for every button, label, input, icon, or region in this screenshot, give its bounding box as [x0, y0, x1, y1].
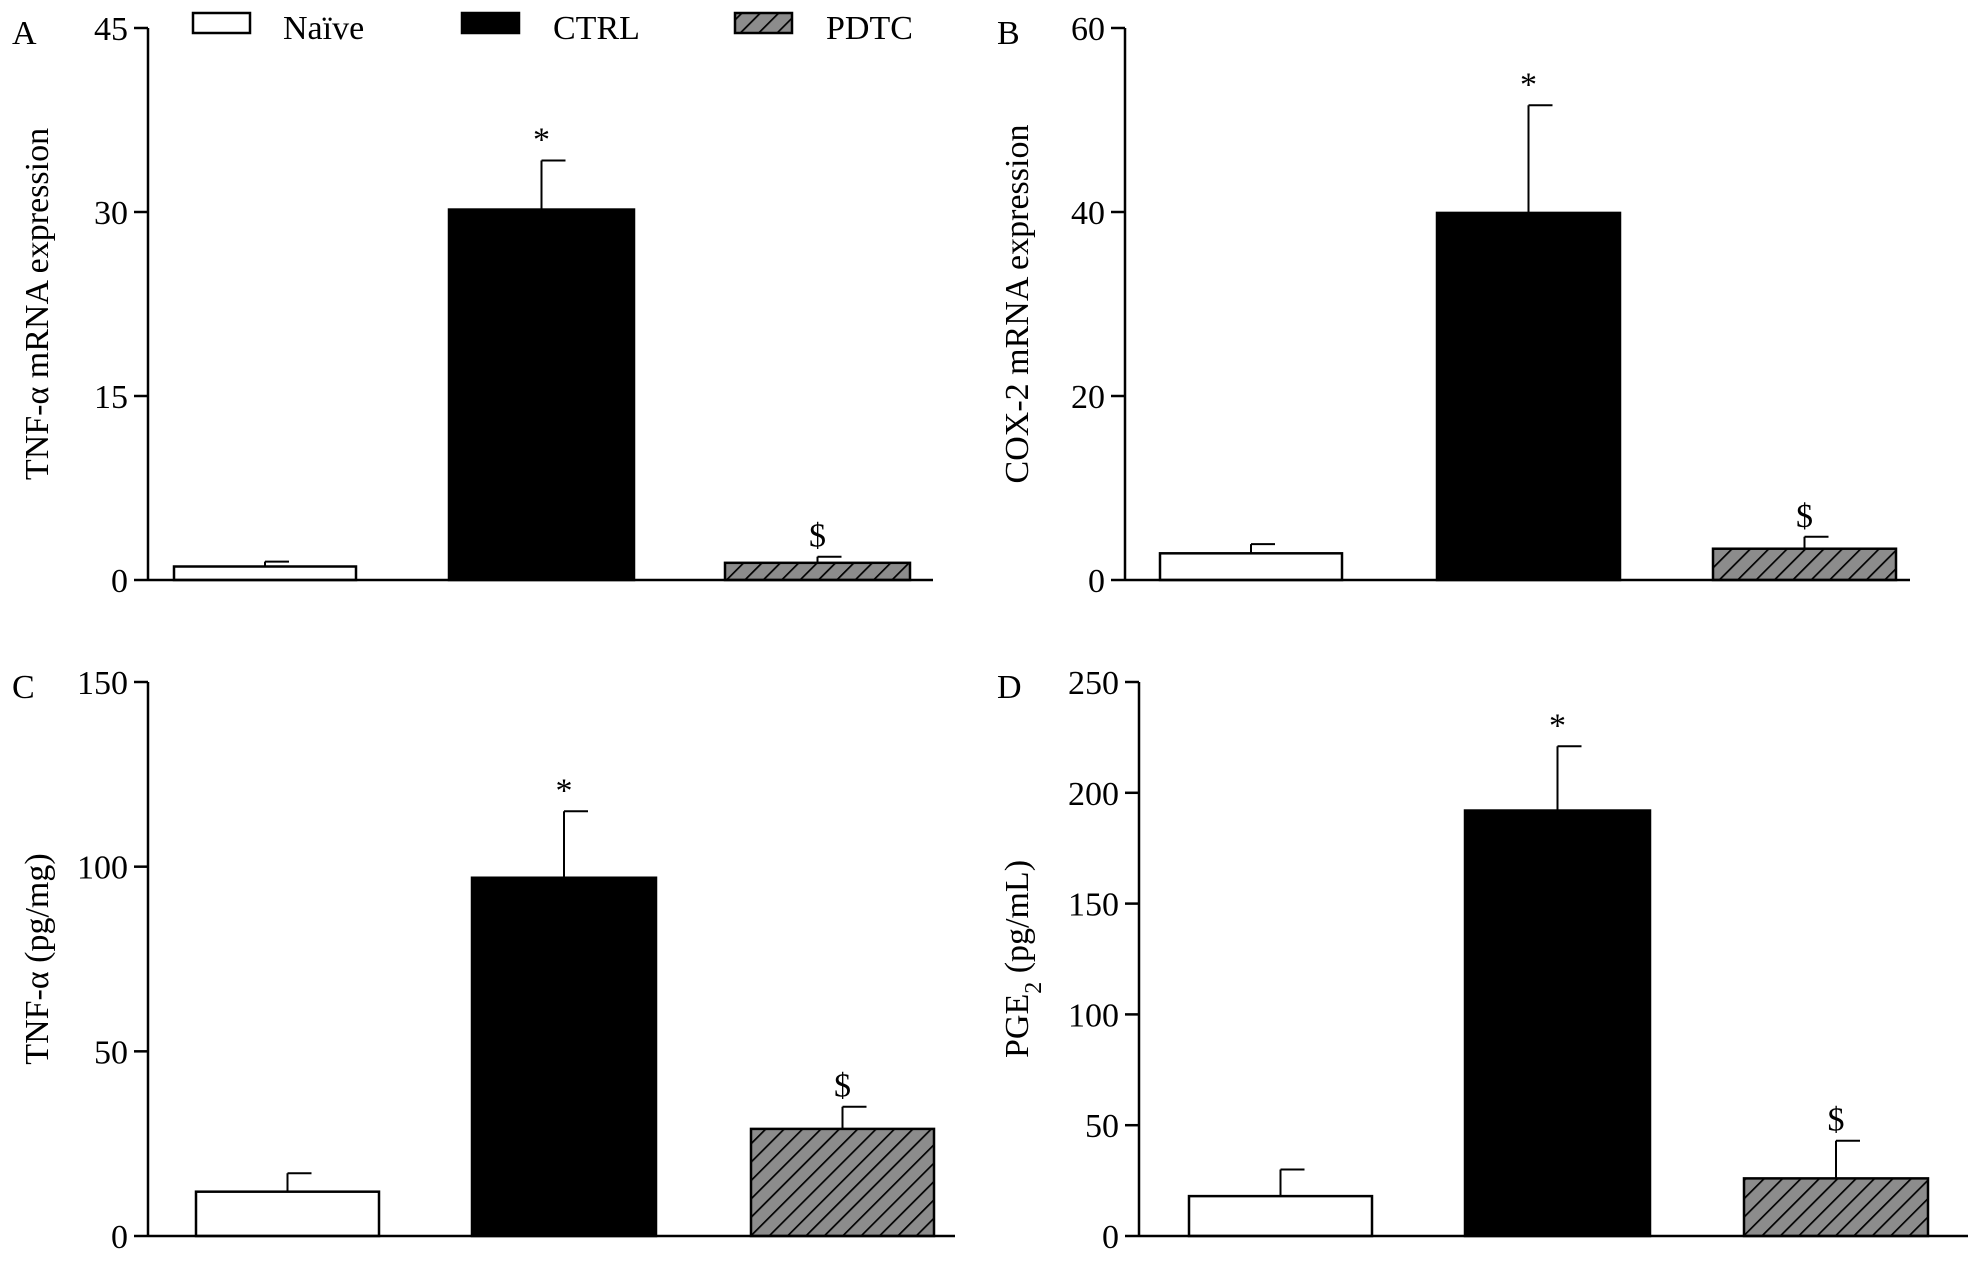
- panel-d-ytick-label: 150: [1068, 887, 1119, 924]
- panel-c-ytick-label: 150: [77, 665, 128, 702]
- panel-a-ytick-label: 15: [94, 379, 128, 416]
- panel-b-bar-ctrl: [1435, 211, 1622, 582]
- panel-d-bar-ctrl: [1463, 809, 1652, 1238]
- panel-b-ytick-label: 0: [1088, 563, 1105, 600]
- panel-c-ytick-label: 100: [77, 850, 128, 887]
- panel-a-bar-naive: [172, 565, 358, 582]
- panel-a-bar-pdtc: [723, 561, 912, 582]
- panel-d-y-axis-label-suffix: (pg/mL): [999, 860, 1036, 982]
- panel-a-y-axis-label: TNF-α mRNA expression: [19, 128, 56, 480]
- panel-c-chart: * $0 50 100 150 C TNF-α (pg/mg): [12, 665, 955, 1256]
- legend-label-pdtc: PDTC: [826, 10, 913, 47]
- panel-d-ytick-label: 0: [1102, 1219, 1119, 1256]
- panel-a-ytick-label: 45: [94, 11, 128, 48]
- panel-a-significance-pdtc: $: [809, 518, 826, 555]
- panel-b-letter: B: [997, 15, 1020, 52]
- panel-d-chart: * $0 50 100 150 200 250 D PGE2 (pg/mL): [997, 665, 1968, 1256]
- panel-d-ytick-label: 100: [1068, 997, 1119, 1034]
- panel-c-bar-pdtc: [749, 1127, 936, 1238]
- panel-d-ytick-label: 250: [1068, 665, 1119, 702]
- panel-a-significance-ctrl: *: [533, 121, 550, 158]
- panel-c-ytick-label: 0: [111, 1219, 128, 1256]
- panel-b-ytick-label: 60: [1071, 11, 1105, 48]
- panel-d-y-axis-label-subscript: 2: [1021, 982, 1047, 994]
- panel-b-bar-pdtc: [1711, 547, 1898, 582]
- panel-b-y-axis-label: COX-2 mRNA expression: [999, 125, 1036, 484]
- legend-swatch-ctrl: [460, 11, 521, 35]
- panel-d-y-axis-label: PGE2 (pg/mL): [999, 860, 1047, 1058]
- panel-c-significance-pdtc: $: [834, 1068, 851, 1105]
- panel-d-ytick-label: 200: [1068, 776, 1119, 813]
- panel-d-letter: D: [997, 669, 1022, 706]
- legend-label-naive: Naïve: [283, 10, 364, 47]
- panel-a-bar-ctrl: [447, 208, 636, 582]
- panel-b-ytick-label: 20: [1071, 379, 1105, 416]
- legend-label-ctrl: CTRL: [553, 10, 640, 47]
- legend: Naïve CTRL PDTC: [191, 10, 913, 47]
- panel-b-significance-ctrl: *: [1520, 66, 1537, 103]
- panel-c-letter: C: [12, 669, 35, 706]
- panel-d-ytick-label: 50: [1085, 1108, 1119, 1145]
- panel-d-significance-pdtc: $: [1828, 1102, 1845, 1139]
- panel-a-chart: * $0 15 30 45 A TNF-α mRNA expression: [12, 11, 933, 600]
- panel-a-ytick-label: 0: [111, 563, 128, 600]
- panel-c-ytick-label: 50: [94, 1034, 128, 1071]
- panel-c-y-axis-label: TNF-α (pg/mg): [19, 853, 56, 1064]
- panel-a-ytick-label: 30: [94, 195, 128, 232]
- panel-a-letter: A: [12, 15, 37, 52]
- panel-c-significance-ctrl: *: [556, 772, 573, 809]
- panel-d-significance-ctrl: *: [1549, 707, 1566, 744]
- panel-c-bar-naive: [194, 1190, 381, 1238]
- legend-swatch-pdtc: [733, 11, 794, 35]
- panel-d-bar-naive: [1187, 1194, 1374, 1238]
- legend-swatch-naive: [191, 11, 252, 35]
- panel-c-bar-ctrl: [470, 876, 658, 1238]
- panel-b-significance-pdtc: $: [1796, 498, 1813, 535]
- panel-d-bar-pdtc: [1742, 1177, 1930, 1238]
- panel-b-ytick-label: 40: [1071, 195, 1105, 232]
- panel-b-bar-naive: [1158, 552, 1344, 582]
- panel-b-chart: * $0 20 40 60 B COX-2 mRNA expression: [997, 11, 1910, 600]
